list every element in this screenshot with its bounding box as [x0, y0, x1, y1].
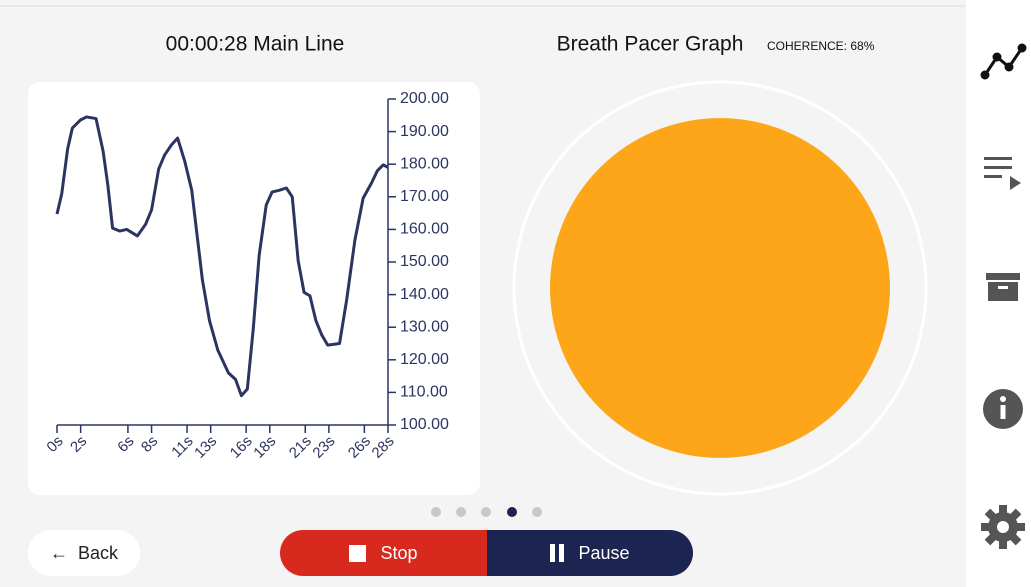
pause-bar [559, 544, 565, 562]
page-dot[interactable] [456, 507, 466, 517]
playlist-icon[interactable] [984, 157, 1021, 190]
y-tick-label: 120.00 [400, 351, 449, 368]
stop-label: Stop [380, 542, 418, 563]
graph-icon[interactable] [980, 43, 1027, 80]
archive-icon[interactable] [986, 273, 1020, 301]
back-label: Back [77, 542, 119, 563]
y-tick-label: 100.00 [400, 416, 449, 433]
y-tick-label: 200.00 [400, 90, 449, 107]
pause-bar [550, 544, 556, 562]
settings-icon[interactable] [981, 505, 1025, 549]
coherence: COHERENCE: 68% [767, 39, 875, 53]
stop-button[interactable]: Stop [280, 530, 487, 576]
pacer-ring [512, 80, 928, 496]
y-tick-label: 110.00 [400, 384, 448, 401]
right-title: Breath Pacer Graph [557, 33, 744, 56]
y-tick-label: 140.00 [400, 286, 449, 303]
pager [431, 507, 542, 517]
info-icon[interactable] [983, 389, 1023, 429]
line [55, 115, 389, 398]
page-dot[interactable] [532, 507, 542, 517]
y-tick-label: 160.00 [400, 221, 449, 238]
y-tick-label: 190.00 [400, 123, 449, 140]
pause-label: Pause [578, 542, 630, 563]
stop-icon [349, 544, 367, 562]
back-button[interactable]: ← Back [28, 530, 140, 576]
page-dot[interactable] [431, 507, 441, 517]
page-dot-active[interactable] [507, 507, 517, 517]
y-tick-label: 180.00 [400, 155, 449, 172]
back-arrow: ← [49, 542, 68, 563]
pause-button[interactable]: Pause [487, 530, 693, 576]
left-title: 00:00:28 Main Line [166, 33, 345, 56]
chart-card [28, 82, 480, 495]
y-tick-label: 150.00 [400, 253, 449, 270]
pacer-circle [550, 118, 890, 458]
page-dot[interactable] [481, 507, 491, 517]
y-tick-label: 130.00 [400, 318, 449, 335]
y-tick-label: 170.00 [400, 188, 449, 205]
